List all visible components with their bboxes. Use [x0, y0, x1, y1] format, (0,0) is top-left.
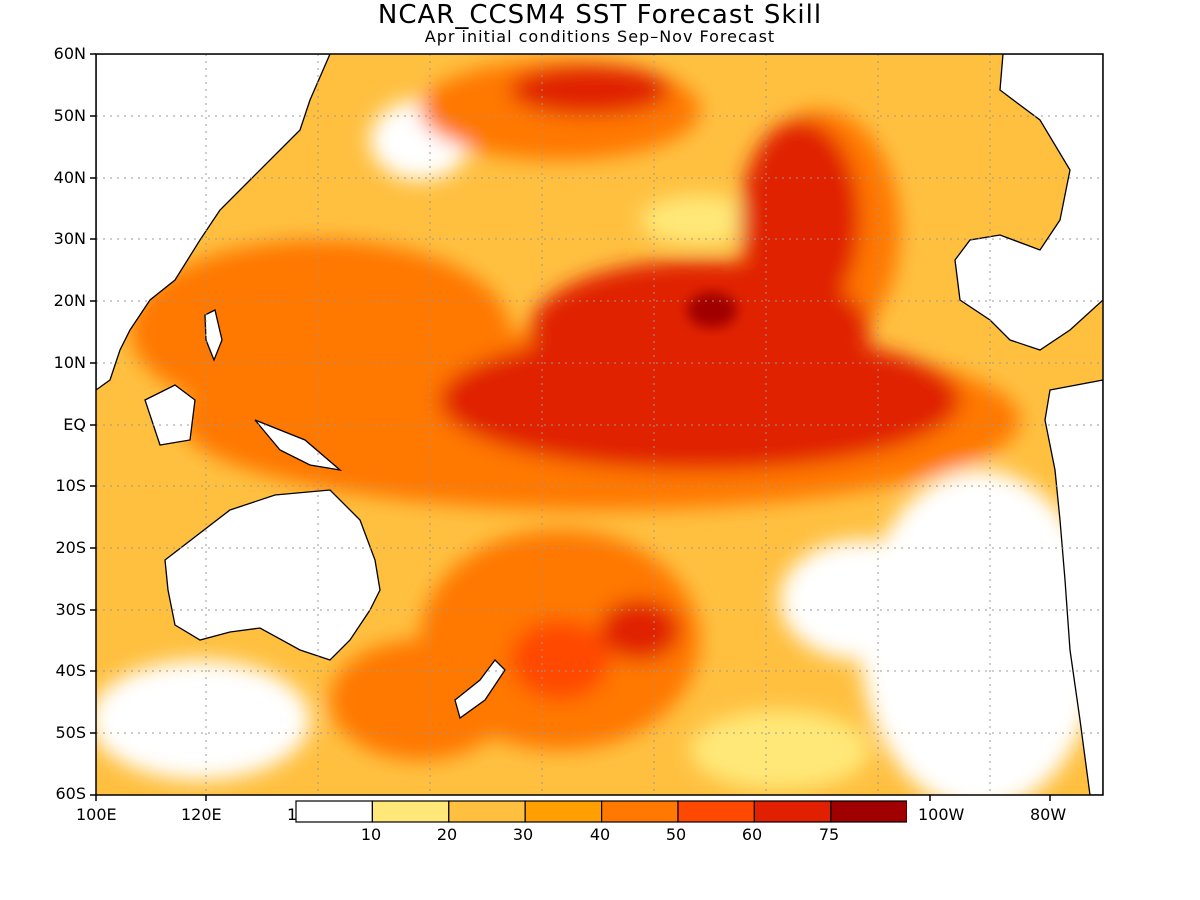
lat-label: 50S: [55, 723, 86, 742]
low-skill-sw: [96, 660, 310, 780]
lon-label: 100E: [76, 805, 117, 824]
colorbar: [295, 800, 907, 823]
south-america: [1044, 379, 1103, 795]
lon-label: 120E: [181, 805, 222, 824]
high-skill-ne: [740, 120, 860, 320]
high-skill-south: [510, 620, 610, 700]
low-skill-se2: [780, 540, 940, 660]
australia: [164, 489, 381, 661]
colorbar-swatch: [448, 800, 526, 823]
asia: [96, 54, 331, 391]
colorbar-label: 10: [360, 825, 382, 844]
high-skill-south2: [600, 600, 680, 660]
new-zealand: [454, 659, 506, 720]
colorbar-label: 20: [436, 825, 458, 844]
graticule: [96, 54, 1103, 795]
band-warm-pool: [130, 240, 510, 420]
band-tasman: [330, 640, 510, 760]
colorbar-label: 30: [512, 825, 534, 844]
colorbar-label: 40: [589, 825, 611, 844]
low-skill-s: [690, 710, 870, 790]
colorbar-swatch: [295, 800, 374, 823]
lat-label: 60S: [55, 784, 86, 803]
new-guinea: [254, 419, 343, 472]
lat-label: 40S: [55, 661, 86, 680]
colorbar-swatch: [601, 800, 679, 823]
axis-ticks: [90, 53, 1051, 801]
lon-label: 1: [287, 805, 298, 824]
lat-label: 50N: [53, 106, 86, 125]
lat-label: 40N: [53, 168, 86, 187]
lat-label: 20N: [53, 291, 86, 310]
lat-label: 20S: [55, 538, 86, 557]
colorbar-swatch: [371, 800, 450, 823]
colorbar-swatch: [524, 800, 603, 823]
map-subtitle: Apr initial conditions Sep–Nov Forecast: [424, 27, 776, 46]
colorbar-swatch: [753, 800, 832, 823]
low-skill-n: [640, 195, 760, 245]
borneo: [144, 384, 196, 446]
colorbar-swatch: [677, 800, 756, 823]
colorbar-label: 60: [741, 825, 763, 844]
lat-label: 30S: [55, 600, 86, 619]
map-title: NCAR_CCSM4 SST Forecast Skill: [377, 0, 823, 30]
colorbar-label: 50: [665, 825, 687, 844]
high-skill-nn: [510, 65, 670, 115]
max-skill: [687, 292, 737, 328]
colorbar-swatch: [830, 800, 907, 823]
north-america: [954, 54, 1103, 351]
lat-label: 10S: [55, 476, 86, 495]
lat-label: EQ: [63, 415, 86, 434]
low-skill-se: [860, 470, 1100, 795]
land-masses: [96, 54, 1103, 795]
lat-label: 10N: [53, 353, 86, 372]
lon-label: 80W: [1030, 805, 1067, 824]
colorbar-label: 75: [818, 825, 840, 844]
lat-label: 30N: [53, 229, 86, 248]
lat-label: 60N: [53, 44, 86, 63]
lon-label: 100W: [918, 805, 965, 824]
